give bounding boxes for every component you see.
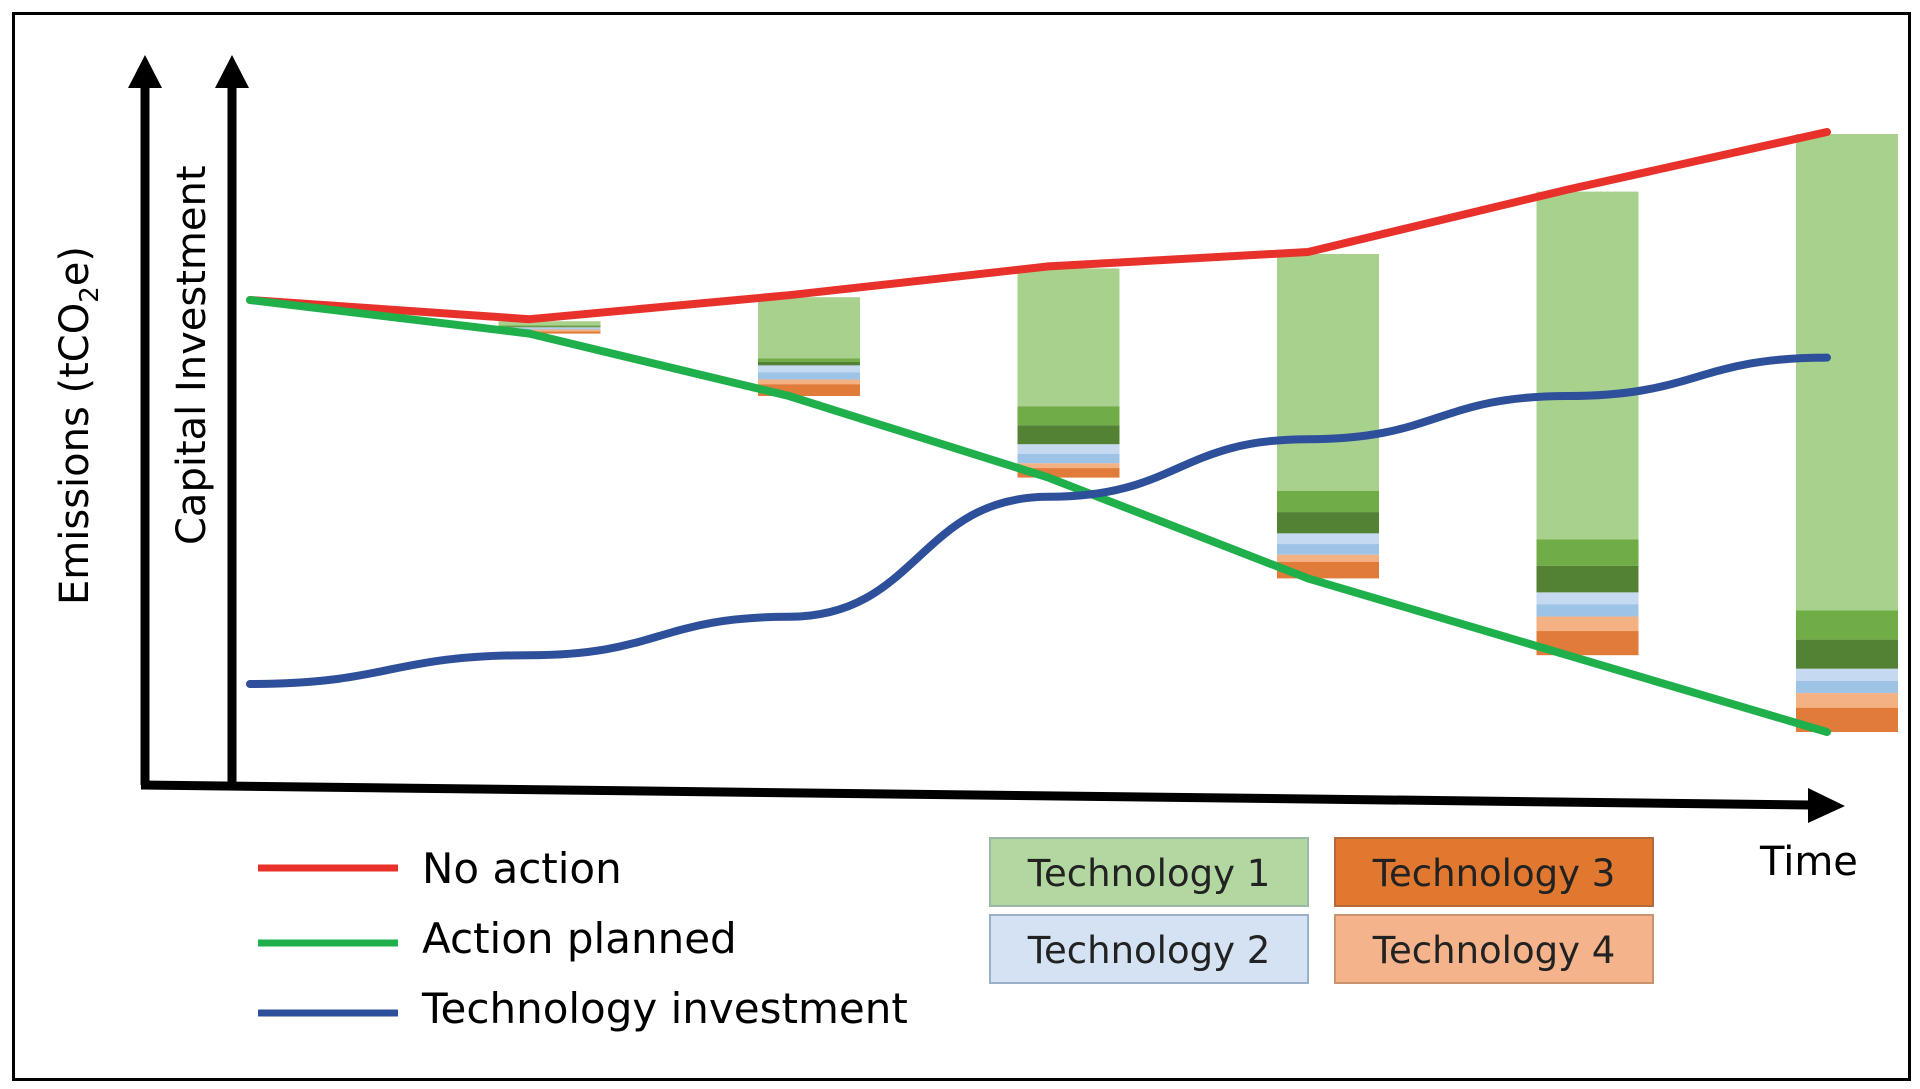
bar-technology-1-dark-t1 [498,326,601,328]
bar-technology-4-t2 [758,379,860,385]
y-axis-outer-arrow [128,55,162,88]
bar-technology-1-dark-t4 [1277,512,1379,534]
bar-technology-2-b-t6 [1796,680,1898,694]
bar-technology-2-t1 [498,327,601,329]
bar-technology-2-t3 [1017,444,1120,454]
bar-technology-1-t5 [1536,191,1639,540]
bar-technology-4-t3 [1017,463,1120,469]
bar-technology-2-b-t2 [758,372,860,380]
legend-label-action-planned: Action planned [422,914,737,963]
bar-technology-4-t4 [1277,554,1379,562]
series-line-action-planned [246,296,1831,736]
bar-technology-2-b-t4 [1277,544,1379,555]
y-axis-inner-arrow [215,55,249,88]
legend-label-technology-4: Technology 4 [1372,929,1616,972]
bar-technology-2-t2 [758,365,860,373]
legend-label-technology-investment: Technology investment [421,984,908,1033]
technology-bars [498,134,1898,732]
bar-technology-1-mid-t3 [1017,406,1120,426]
y-axis-label-inner: Capital Investment [169,165,215,545]
bar-technology-1-dark-t6 [1796,639,1898,669]
bar-technology-1-mid-t1 [498,325,601,327]
x-axis-label: Time [1759,839,1858,885]
bar-technology-1-dark-t5 [1536,565,1639,593]
legend-box-technology-4 [1334,914,1654,984]
series-line-no-action [246,128,1831,324]
bar-technology-2-t4 [1277,533,1379,545]
series-line-technology-investment [246,353,1831,688]
axes [128,55,1845,823]
legend-box-technology-1 [989,837,1309,907]
bar-technology-2-t6 [1796,668,1898,681]
legend-label-technology-2: Technology 2 [1027,929,1271,972]
bar-technology-1-mid-t2 [758,358,860,362]
line-legend: No action Action planned Technology inve… [258,844,908,1033]
bar-technology-1-mid-t5 [1536,539,1639,566]
bar-technology-1-t2 [758,297,860,359]
bar-technology-1-dark-t3 [1017,425,1120,445]
bar-technology-4-t5 [1536,616,1639,632]
bar-technology-1-t6 [1796,134,1898,611]
bar-technology-2-b-t3 [1017,453,1120,464]
bar-technology-1-mid-t4 [1277,490,1379,513]
bar-technology-3-t3 [1017,468,1120,478]
bar-technology-1-t3 [1017,268,1120,407]
legend-box-technology-2 [989,914,1309,984]
series-lines [246,128,1831,736]
bar-technology-4-t6 [1796,693,1898,708]
bar-technology-1-t1 [498,321,601,326]
bar-technology-1-t4 [1277,254,1379,491]
bar-technology-3-t1 [498,331,601,334]
y-axis-label-outer: Emissions (tCO2e) [52,246,105,605]
legend-label-technology-3: Technology 3 [1372,852,1616,895]
x-axis-arrow [1808,788,1845,823]
x-axis [140,780,1811,810]
bar-technology-2-t5 [1536,592,1639,605]
legend-label-no-action: No action [422,844,622,893]
bar-technology-1-dark-t2 [758,361,860,366]
bar-technology-1-mid-t6 [1796,610,1898,640]
bar-technology-2-b-t1 [498,328,601,330]
bar-technology-3-t2 [758,384,860,396]
legend-label-technology-1: Technology 1 [1027,852,1271,895]
legend-box-technology-3 [1334,837,1654,907]
bar-technology-2-b-t5 [1536,604,1639,617]
bar-technology-4-t1 [498,329,601,332]
technology-legend: Technology 1 Technology 3 Technology 2 T… [989,837,1654,984]
